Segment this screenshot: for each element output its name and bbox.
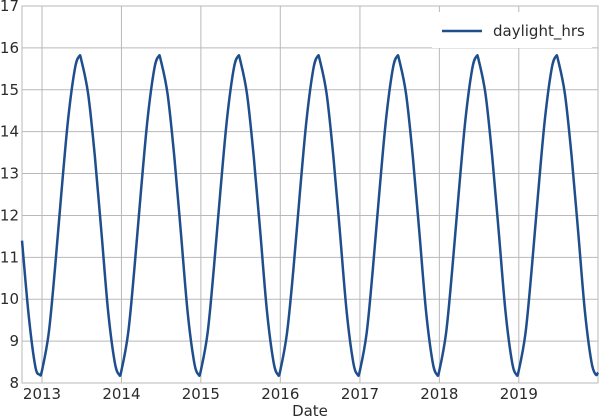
y-tick-label: 17 [0,0,19,15]
x-tick-label: 2015 [182,385,220,403]
x-tick-label: 2014 [102,385,140,403]
legend: daylight_hrs [432,12,592,48]
y-tick-label: 9 [9,332,19,350]
x-axis-title: Date [292,402,328,420]
series-layer [20,54,600,377]
y-tick-label: 14 [0,123,19,141]
legend-label-daylight-hrs: daylight_hrs [493,22,585,41]
x-tick-label: 2013 [23,385,61,403]
y-tick-label: 8 [9,374,19,392]
y-tick-label: 11 [0,248,19,266]
y-tick-label: 15 [0,81,19,99]
y-tick-label: 13 [0,165,19,183]
x-tick-label: 2016 [261,385,299,403]
x-tick-label: 2019 [500,385,538,403]
y-tick-label: 10 [0,290,19,308]
plot-frame [21,5,599,384]
x-tick-labels: 2013 2014 2015 2016 2017 2018 2019 [23,385,538,403]
grid-layer [22,5,598,384]
x-tick-label: 2017 [341,385,379,403]
x-tick-label: 2018 [420,385,458,403]
y-tick-labels: 8 9 10 11 12 13 14 15 16 17 [0,0,19,392]
y-tick-label: 12 [0,206,19,224]
y-tick-label: 16 [0,39,19,57]
series-line-daylight-hrs [20,54,600,377]
